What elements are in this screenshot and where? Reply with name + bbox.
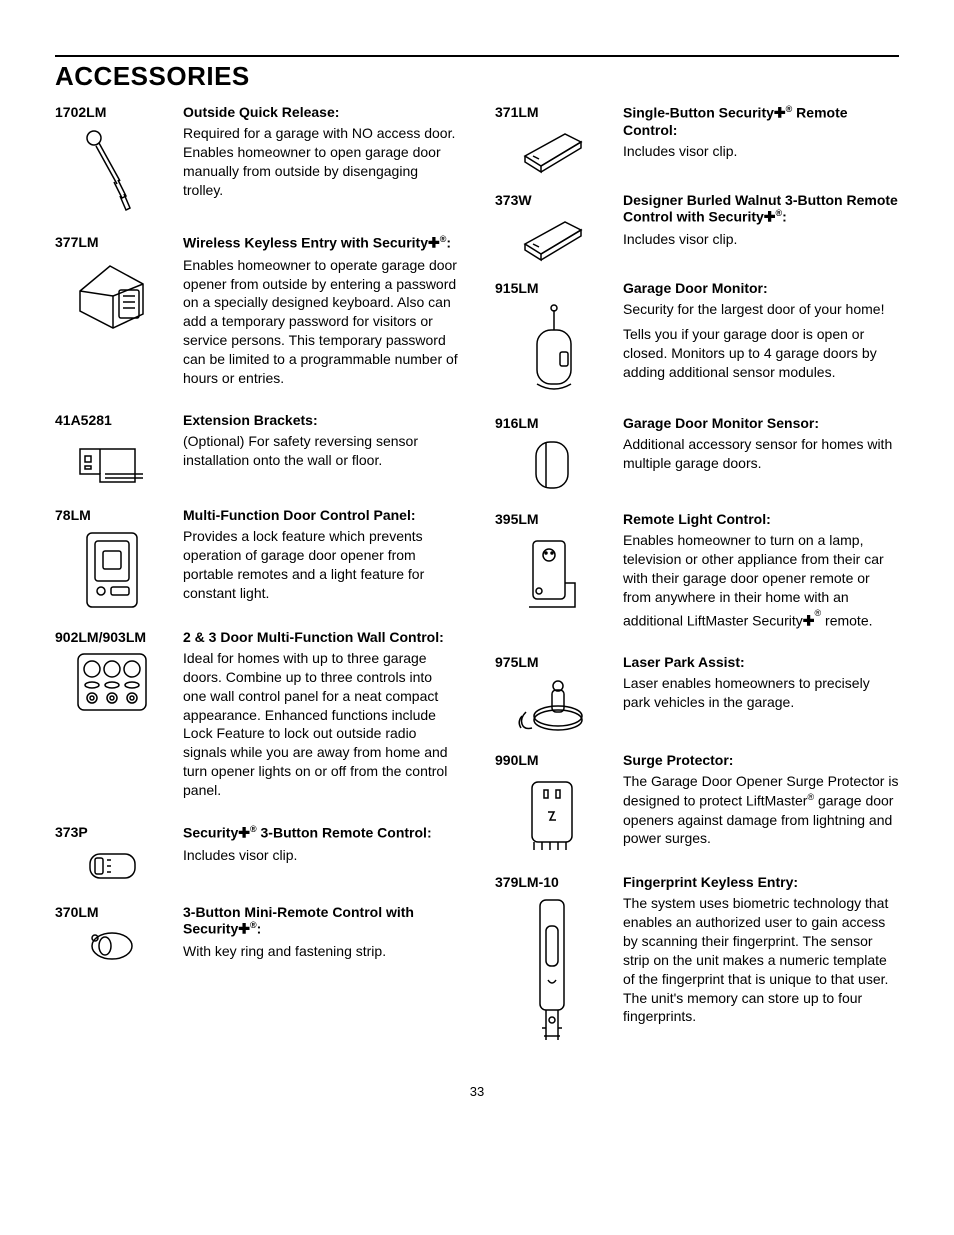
model-number: 915LM xyxy=(495,280,609,296)
sensor-icon xyxy=(495,437,609,493)
accessory-description: The system uses biometric technology tha… xyxy=(623,894,899,1026)
monitor-icon xyxy=(495,302,609,397)
accessory-entry: 379LM-10 Fingerprint Keyless Entry: The sy… xyxy=(495,874,899,1046)
accessory-title: Extension Brackets: xyxy=(183,412,459,428)
accessory-entry: 990LM Surge Protector: The Garage Door Ope… xyxy=(495,752,899,856)
wall-control-icon xyxy=(55,651,169,713)
accessory-entry: 373W Designer Burled Walnut 3-Button Remo… xyxy=(495,192,899,262)
accessory-title: Garage Door Monitor Sensor: xyxy=(623,415,899,431)
accessory-title: Outside Quick Release: xyxy=(183,104,459,120)
model-number: 975LM xyxy=(495,654,609,670)
accessory-description: The Garage Door Opener Surge Protector i… xyxy=(623,772,899,848)
model-number: 373W xyxy=(495,192,609,208)
accessory-description: Ideal for homes with up to three garage … xyxy=(183,649,459,800)
accessory-entry: 373P Security✚® 3-Button Remote Control: I… xyxy=(55,824,459,886)
model-number: 370LM xyxy=(55,904,169,920)
accessory-entry: 902LM/903LM 2 & 3 Door Multi-Function Wal… xyxy=(55,629,459,806)
accessory-entry: 975LM Laser Park Assist: Laser enables hom… xyxy=(495,654,899,734)
surge-icon xyxy=(495,774,609,856)
accessory-description: Includes visor clip. xyxy=(183,846,459,865)
fingerprint-icon xyxy=(495,896,609,1046)
quick-release-icon xyxy=(55,126,169,216)
accessory-entry: 371LM Single-Button Security✚® Remote Con… xyxy=(495,104,899,174)
model-number: 990LM xyxy=(495,752,609,768)
accessory-title: Garage Door Monitor: xyxy=(623,280,899,296)
accessory-title: Security✚® 3-Button Remote Control: xyxy=(183,824,459,842)
laser-icon xyxy=(495,676,609,734)
model-number: 377LM xyxy=(55,234,169,250)
accessory-title: Surge Protector: xyxy=(623,752,899,768)
accessory-title: Fingerprint Keyless Entry: xyxy=(623,874,899,890)
accessory-entry: 78LM Multi-Function Door Control Panel: Pr… xyxy=(55,507,459,611)
accessory-description: (Optional) For safety reversing sensor i… xyxy=(183,432,459,470)
accessory-description: Includes visor clip. xyxy=(623,142,899,161)
remote-icon xyxy=(495,126,609,174)
model-number: 1702LM xyxy=(55,104,169,120)
accessory-entry: 370LM 3-Button Mini-Remote Control with S… xyxy=(55,904,459,967)
accessory-title: Remote Light Control: xyxy=(623,511,899,527)
model-number: 902LM/903LM xyxy=(55,629,169,645)
accessory-description: Provides a lock feature which prevents o… xyxy=(183,527,459,603)
accessory-entry: 395LM Remote Light Control: Enables homeow… xyxy=(495,511,899,636)
accessory-description: Additional accessory sensor for homes wi… xyxy=(623,435,899,473)
light-control-icon xyxy=(495,533,609,613)
accessory-description: Security for the largest door of your ho… xyxy=(623,300,899,382)
accessory-description: Includes visor clip. xyxy=(623,230,899,249)
model-number: 371LM xyxy=(495,104,609,120)
model-number: 395LM xyxy=(495,511,609,527)
accessory-entry: 41A5281 Extension Brackets: (Optional) For… xyxy=(55,412,459,489)
accessory-entry: 377LM Wireless Keyless Entry with Securit… xyxy=(55,234,459,394)
keypad-icon xyxy=(55,256,169,331)
accessory-title: Designer Burled Walnut 3-Button Remote C… xyxy=(623,192,899,226)
model-number: 78LM xyxy=(55,507,169,523)
model-number: 373P xyxy=(55,824,169,840)
accessory-title: Multi-Function Door Control Panel: xyxy=(183,507,459,523)
accessory-title: Single-Button Security✚® Remote Control: xyxy=(623,104,899,138)
accessory-title: 2 & 3 Door Multi-Function Wall Control: xyxy=(183,629,459,645)
remote-small-icon xyxy=(55,846,169,886)
remote-icon xyxy=(495,214,609,262)
accessory-description: Laser enables homeowners to precisely pa… xyxy=(623,674,899,712)
control-panel-icon xyxy=(55,529,169,611)
accessory-description: With key ring and fastening strip. xyxy=(183,942,459,961)
model-number: 379LM-10 xyxy=(495,874,609,890)
accessory-description: Enables homeowner to operate garage door… xyxy=(183,256,459,388)
accessory-entry: 916LM Garage Door Monitor Sensor: Addition… xyxy=(495,415,899,493)
accessory-entry: 915LM Garage Door Monitor: Security for th… xyxy=(495,280,899,397)
accessory-title: Wireless Keyless Entry with Security✚®: xyxy=(183,234,459,252)
model-number: 41A5281 xyxy=(55,412,169,428)
accessory-description: Required for a garage with NO access doo… xyxy=(183,124,459,200)
page-number: 33 xyxy=(55,1084,899,1099)
model-number: 916LM xyxy=(495,415,609,431)
bracket-icon xyxy=(55,434,169,489)
accessory-title: Laser Park Assist: xyxy=(623,654,899,670)
accessory-title: 3-Button Mini-Remote Control with Securi… xyxy=(183,904,459,938)
mini-remote-icon xyxy=(55,926,169,966)
accessory-description: Enables homeowner to turn on a lamp, tel… xyxy=(623,531,899,630)
page-heading: ACCESSORIES xyxy=(55,61,899,92)
accessory-entry: 1702LM Outside Quick Release: Required for… xyxy=(55,104,459,216)
